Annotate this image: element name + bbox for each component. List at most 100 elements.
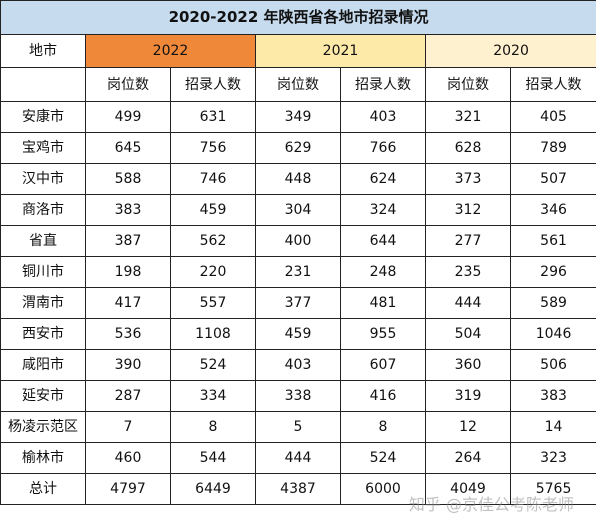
value-cell: 319 (425, 380, 511, 412)
value-cell: 14 (509, 411, 596, 443)
table-row: 安康市 499 631 349 403 321 405 (0, 101, 596, 133)
value-cell: 448 (255, 163, 341, 195)
value-cell: 8 (340, 411, 426, 443)
table-row: 西安市 536 1108 459 955 504 1046 (0, 318, 596, 350)
value-cell: 312 (425, 194, 511, 226)
table-row: 总计 4797 6449 4387 6000 4049 5765 (0, 473, 596, 505)
city-cell: 咸阳市 (0, 349, 86, 381)
value-cell: 334 (170, 380, 256, 412)
recruitment-table: 2020-2022 年陕西省各地市招录情况 地市 2022 2021 2020 … (0, 0, 596, 505)
value-cell: 444 (255, 442, 341, 474)
table-row: 渭南市 417 557 377 481 444 589 (0, 287, 596, 319)
year-header-2020: 2020 (424, 34, 596, 68)
sub-header-positions: 岗位数 (425, 67, 511, 102)
value-cell: 607 (340, 349, 426, 381)
value-cell: 383 (85, 194, 171, 226)
value-cell: 416 (340, 380, 426, 412)
value-cell: 403 (255, 349, 341, 381)
value-cell: 481 (340, 287, 426, 319)
value-cell: 629 (255, 132, 341, 164)
value-cell: 324 (340, 194, 426, 226)
table-row: 咸阳市 390 524 403 607 360 506 (0, 349, 596, 381)
value-cell: 264 (425, 442, 511, 474)
value-cell: 444 (425, 287, 511, 319)
city-cell: 延安市 (0, 380, 86, 412)
table-row: 铜川市 198 220 231 248 235 296 (0, 256, 596, 288)
value-cell: 756 (170, 132, 256, 164)
title-row: 2020-2022 年陕西省各地市招录情况 (0, 0, 596, 35)
value-cell: 4797 (85, 473, 171, 505)
table-row: 杨凌示范区 7 8 5 8 12 14 (0, 411, 596, 443)
value-cell: 644 (340, 225, 426, 257)
value-cell: 360 (425, 349, 511, 381)
value-cell: 746 (170, 163, 256, 195)
value-cell: 198 (85, 256, 171, 288)
value-cell: 277 (425, 225, 511, 257)
value-cell: 504 (425, 318, 511, 350)
value-cell: 589 (509, 287, 596, 319)
value-cell: 4387 (255, 473, 341, 505)
value-cell: 7 (85, 411, 171, 443)
table-row: 宝鸡市 645 756 629 766 628 789 (0, 132, 596, 164)
value-cell: 524 (170, 349, 256, 381)
city-cell: 宝鸡市 (0, 132, 86, 164)
year-header-row: 地市 2022 2021 2020 (0, 34, 596, 68)
table-row: 省直 387 562 400 644 277 561 (0, 225, 596, 257)
value-cell: 766 (340, 132, 426, 164)
year-header-2022: 2022 (85, 34, 256, 68)
table-title: 2020-2022 年陕西省各地市招录情况 (0, 0, 596, 35)
sub-header-blank (0, 67, 86, 102)
city-cell: 总计 (0, 473, 86, 505)
value-cell: 544 (170, 442, 256, 474)
value-cell: 536 (85, 318, 171, 350)
year-header-2021: 2021 (255, 34, 426, 68)
value-cell: 588 (85, 163, 171, 195)
value-cell: 5 (255, 411, 341, 443)
value-cell: 220 (170, 256, 256, 288)
table-row: 汉中市 588 746 448 624 373 507 (0, 163, 596, 195)
value-cell: 499 (85, 101, 171, 133)
city-cell: 商洛市 (0, 194, 86, 226)
value-cell: 405 (509, 101, 596, 133)
value-cell: 12 (425, 411, 511, 443)
city-cell: 汉中市 (0, 163, 86, 195)
city-cell: 西安市 (0, 318, 86, 350)
value-cell: 628 (425, 132, 511, 164)
value-cell: 390 (85, 349, 171, 381)
city-cell: 铜川市 (0, 256, 86, 288)
value-cell: 561 (509, 225, 596, 257)
value-cell: 321 (425, 101, 511, 133)
value-cell: 235 (425, 256, 511, 288)
value-cell: 346 (509, 194, 596, 226)
city-cell: 榆林市 (0, 442, 86, 474)
value-cell: 507 (509, 163, 596, 195)
table-row: 榆林市 460 544 444 524 264 323 (0, 442, 596, 474)
watermark: 知乎 @京佳公考陈老师 (408, 495, 574, 514)
value-cell: 417 (85, 287, 171, 319)
value-cell: 459 (170, 194, 256, 226)
sub-header-hires: 招录人数 (509, 67, 596, 102)
value-cell: 460 (85, 442, 171, 474)
sub-header-hires: 招录人数 (340, 67, 426, 102)
value-cell: 459 (255, 318, 341, 350)
value-cell: 1108 (170, 318, 256, 350)
value-cell: 377 (255, 287, 341, 319)
sub-header-row: 岗位数 招录人数 岗位数 招录人数 岗位数 招录人数 (0, 67, 596, 102)
value-cell: 248 (340, 256, 426, 288)
value-cell: 403 (340, 101, 426, 133)
value-cell: 955 (340, 318, 426, 350)
city-cell: 安康市 (0, 101, 86, 133)
value-cell: 631 (170, 101, 256, 133)
sub-header-positions: 岗位数 (85, 67, 171, 102)
sub-header-hires: 招录人数 (170, 67, 256, 102)
value-cell: 338 (255, 380, 341, 412)
value-cell: 383 (509, 380, 596, 412)
value-cell: 349 (255, 101, 341, 133)
value-cell: 789 (509, 132, 596, 164)
city-cell: 省直 (0, 225, 86, 257)
value-cell: 8 (170, 411, 256, 443)
city-cell: 杨凌示范区 (0, 411, 86, 443)
value-cell: 624 (340, 163, 426, 195)
value-cell: 323 (509, 442, 596, 474)
value-cell: 287 (85, 380, 171, 412)
